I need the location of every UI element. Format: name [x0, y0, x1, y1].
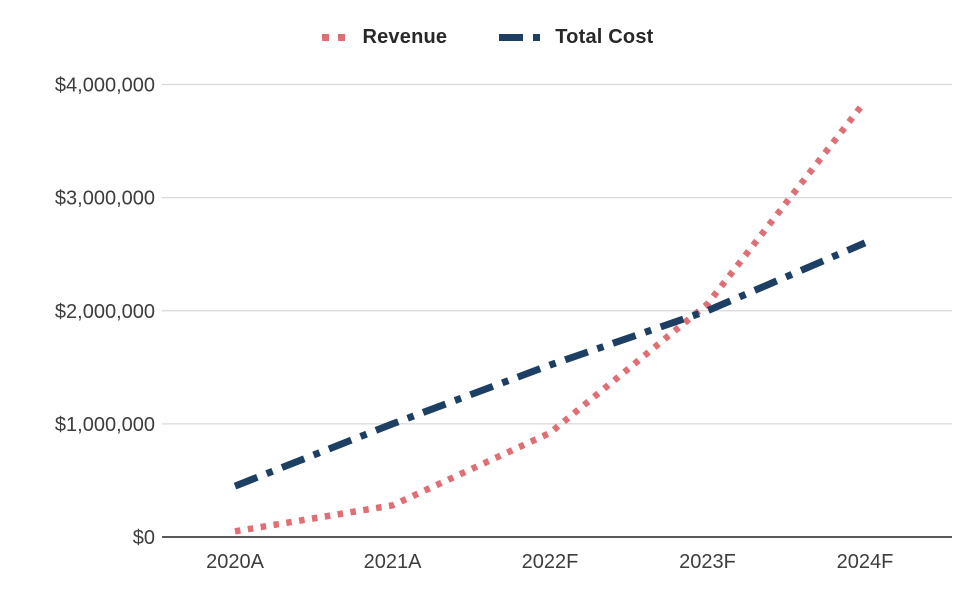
legend-label-total-cost: Total Cost — [555, 26, 654, 48]
x-tick-label: 2021A — [364, 551, 422, 573]
x-tick-label: 2023F — [679, 551, 736, 573]
legend-item-revenue: Revenue — [321, 26, 447, 49]
y-tick-label: $0 — [133, 527, 155, 549]
legend-item-total-cost: Total Cost — [499, 26, 653, 49]
x-tick-label: 2020A — [206, 551, 264, 573]
revenue-line — [234, 99, 868, 535]
y-tick-label: $1,000,000 — [55, 414, 155, 436]
x-tick-label: 2024F — [837, 551, 894, 573]
total-cost-dash-dot-marker-icon — [499, 34, 541, 41]
y-tick-label: $2,000,000 — [55, 301, 155, 323]
total-cost-line — [233, 239, 867, 490]
revenue-dotted-marker-icon — [322, 34, 346, 41]
x-tick-label: 2022F — [522, 551, 579, 573]
y-tick-label: $4,000,000 — [55, 75, 155, 97]
legend-label-revenue: Revenue — [362, 26, 448, 48]
chart-legend: Revenue Total Cost — [0, 26, 975, 49]
y-tick-label: $3,000,000 — [55, 188, 155, 210]
